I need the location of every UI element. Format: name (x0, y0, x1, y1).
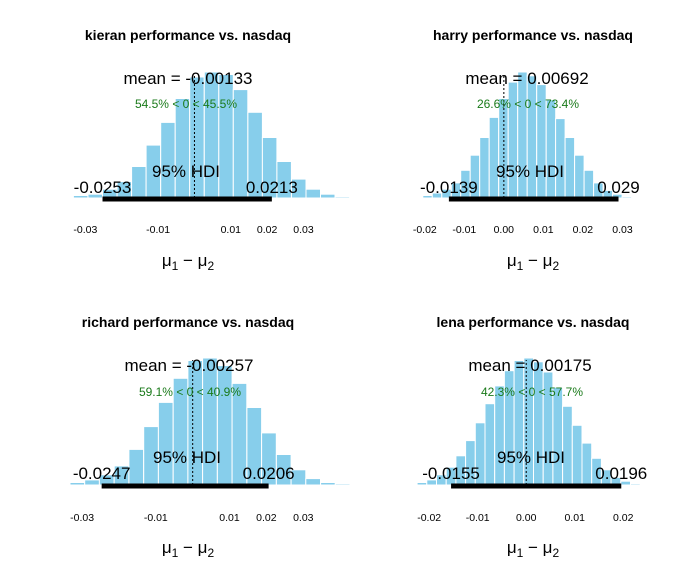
panel-richard: richard performance vs. nasdaq mean = -0… (69, 314, 351, 560)
histogram-bar (571, 424, 583, 486)
x-tick-label: 0.02 (613, 512, 634, 524)
x-axis-ticks: -0.02 -0.01 0.00 0.01 0.02 0.03 (413, 224, 633, 236)
histogram-bar (545, 99, 557, 199)
x-tick-label: -0.02 (413, 224, 437, 236)
x-tick-label: -0.01 (466, 512, 490, 524)
panel-title: kieran performance vs. nasdaq (85, 27, 291, 43)
x-tick-label: -0.01 (452, 224, 476, 236)
panel-kieran: kieran performance vs. nasdaq mean = -0.… (72, 27, 351, 273)
histogram-bar (555, 118, 566, 199)
x-tick-label: -0.01 (144, 512, 168, 524)
histogram-bar (218, 74, 234, 199)
mean-label: mean = 0.00692 (465, 69, 588, 88)
x-axis-label: μ1 − μ2 (507, 538, 560, 560)
x-tick-label: 0.03 (293, 512, 314, 524)
x-tick-label: -0.03 (70, 512, 94, 524)
histogram-bar (574, 154, 585, 199)
histogram-bars (69, 357, 351, 486)
x-tick-label: -0.01 (146, 224, 170, 236)
x-tick-label: -0.02 (417, 512, 441, 524)
x-tick-label: 0.00 (494, 224, 515, 236)
histogram-bar (630, 483, 641, 486)
x-tick-label: 0.03 (612, 224, 633, 236)
histogram-bar (320, 193, 336, 199)
x-axis-ticks: -0.03 -0.01 0.01 0.02 0.03 (70, 512, 314, 524)
x-tick-label: 0.02 (257, 224, 278, 236)
panel-title: harry performance vs. nasdaq (433, 27, 633, 43)
x-tick-label: 0.01 (219, 512, 240, 524)
histogram-bar (334, 196, 351, 199)
histogram-bar (484, 403, 496, 486)
percent-label: 54.5% < 0 < 45.5% (135, 97, 237, 111)
hdi-high-label: 0.029 (597, 178, 640, 197)
percent-label: 59.1% < 0 < 40.9% (139, 385, 241, 399)
histogram-bar (160, 121, 176, 199)
x-tick-label: 0.01 (221, 224, 242, 236)
histogram-bar (216, 365, 233, 486)
x-tick-label: 0.02 (573, 224, 594, 236)
x-axis-label: μ1 − μ2 (507, 251, 560, 273)
histogram-bar (581, 442, 593, 486)
x-tick-label: -0.03 (73, 224, 97, 236)
histogram-bar (583, 169, 595, 199)
histogram-bar (562, 405, 573, 486)
histogram-bar (479, 137, 490, 199)
hdi-low-label: -0.0247 (73, 464, 131, 483)
panel-harry: harry performance vs. nasdaq mean = 0.00… (413, 27, 640, 273)
x-axis-label: μ1 − μ2 (162, 251, 215, 273)
percent-label: 26.6% < 0 < 73.4% (477, 97, 579, 111)
histogram-bar (305, 188, 321, 199)
histogram-bar (305, 478, 321, 486)
histogram-bar (157, 401, 174, 486)
hdi-low-label: -0.0139 (420, 178, 478, 197)
mean-label: mean = 0.00175 (468, 356, 591, 375)
histogram-bar (552, 386, 564, 486)
hdi-high-label: 0.0196 (595, 464, 647, 483)
hdi-label: 95% HDI (152, 162, 220, 181)
x-axis-ticks: -0.02 -0.01 0.00 0.01 0.02 (417, 512, 633, 524)
histogram-bar (128, 448, 145, 486)
histogram-bar (564, 137, 576, 199)
x-axis-ticks: -0.03 -0.01 0.01 0.02 0.03 (73, 224, 313, 236)
hdi-low-label: -0.0155 (422, 464, 480, 483)
histogram-bar (320, 482, 336, 486)
histogram-bar (494, 385, 505, 486)
x-tick-label: 0.02 (256, 512, 277, 524)
hdi-high-label: 0.0213 (246, 178, 298, 197)
hdi-low-label: -0.0253 (74, 178, 132, 197)
hdi-label: 95% HDI (496, 162, 564, 181)
histogram-bar (174, 98, 191, 199)
panel-title: lena performance vs. nasdaq (437, 314, 630, 330)
histogram-bar (291, 178, 307, 199)
mean-label: mean = -0.00133 (123, 69, 252, 88)
panel-lena: lena performance vs. nasdaq mean = 0.001… (416, 314, 647, 560)
panel-title: richard performance vs. nasdaq (82, 314, 294, 330)
hdi-high-label: 0.0206 (243, 464, 295, 483)
percent-label: 42.3% < 0 < 57.7% (481, 385, 583, 399)
x-tick-label: 0.01 (533, 224, 554, 236)
x-tick-label: 0.01 (564, 512, 585, 524)
mean-label: mean = -0.00257 (124, 356, 253, 375)
hdi-label: 95% HDI (497, 448, 565, 467)
histogram-bar (621, 196, 633, 199)
histogram-bar (290, 469, 307, 486)
histogram-bar (334, 483, 351, 486)
histogram-bar (620, 480, 631, 486)
histogram-bars (416, 357, 641, 486)
x-tick-label: 0.03 (293, 224, 314, 236)
x-tick-label: 0.00 (516, 512, 537, 524)
histogram-bar (488, 116, 500, 199)
hdi-label: 95% HDI (153, 448, 221, 467)
x-axis-label: μ1 − μ2 (162, 538, 215, 560)
histogram-bar (131, 166, 147, 199)
